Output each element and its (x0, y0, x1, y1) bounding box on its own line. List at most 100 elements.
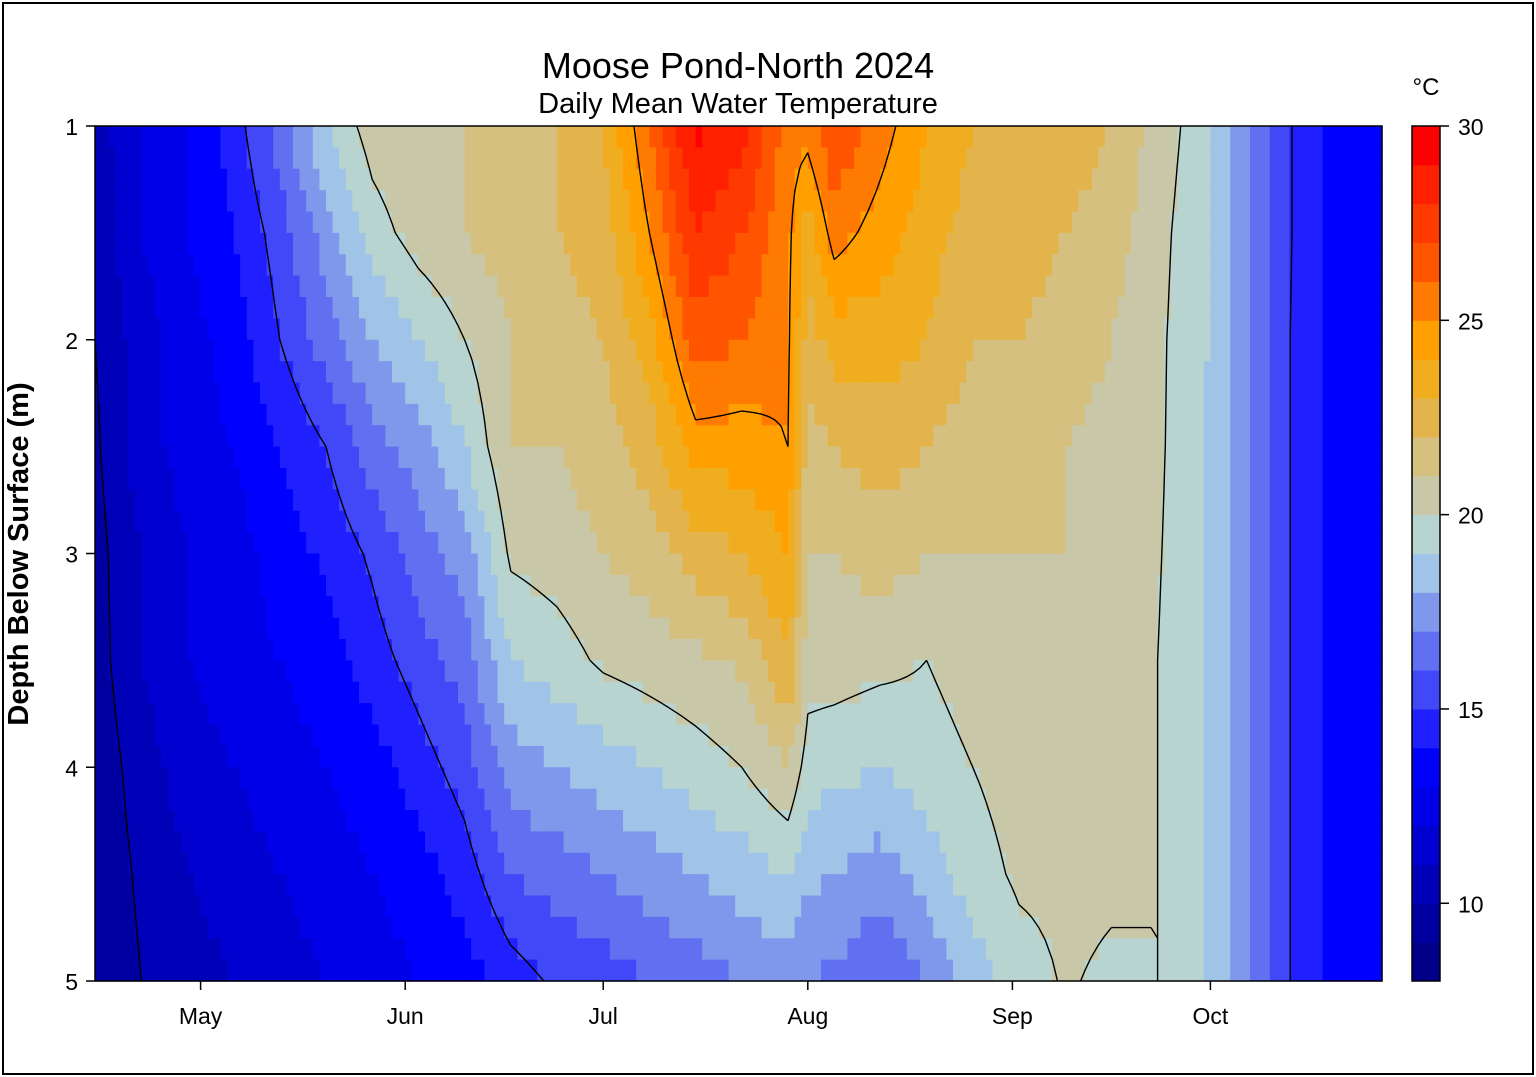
heat-cell (339, 275, 347, 298)
heat-cell (873, 660, 881, 683)
heat-cell (398, 168, 406, 191)
heat-cell (312, 724, 320, 747)
heat-cell (801, 895, 809, 918)
heat-cell (227, 617, 235, 640)
heat-cell (814, 745, 822, 768)
heat-cell (887, 382, 895, 405)
heat-cell (616, 510, 624, 533)
heat-cell (213, 297, 221, 319)
heat-cell (266, 468, 274, 490)
heat-cell (590, 211, 598, 234)
heat-cell (906, 425, 914, 448)
heat-cell (794, 660, 802, 683)
heat-cell (385, 959, 393, 982)
heat-cell (359, 938, 367, 961)
heat-cell (128, 446, 136, 469)
heat-cell (893, 617, 901, 640)
heat-cell (675, 297, 683, 319)
heat-cell (101, 639, 109, 661)
heat-cell (286, 510, 294, 533)
heat-cell (728, 403, 736, 426)
heat-cell (550, 681, 558, 704)
heat-cell (748, 681, 756, 704)
heat-cell (286, 190, 294, 213)
heat-cell (867, 617, 875, 640)
heat-cell (675, 510, 683, 533)
heat-cell (821, 168, 829, 191)
heat-cell (761, 297, 769, 319)
heat-cell (405, 232, 413, 255)
heat-cell (557, 190, 565, 213)
heat-cell (794, 639, 802, 661)
heat-cell (616, 681, 624, 704)
heat-cell (590, 639, 598, 661)
heat-cell (405, 489, 413, 512)
heat-cell (774, 190, 782, 213)
heat-cell (491, 553, 499, 576)
heat-cell (359, 339, 367, 362)
heat-cell (609, 660, 617, 683)
heat-cell (398, 190, 406, 213)
heat-cell (755, 147, 763, 170)
heat-cell (207, 446, 215, 469)
heat-cell (913, 703, 921, 726)
heat-cell (444, 254, 452, 277)
heat-cell (583, 318, 591, 341)
heat-cell (689, 639, 697, 661)
heat-cell (497, 468, 505, 490)
heat-cell (425, 788, 433, 811)
heat-cell (880, 532, 888, 555)
heat-cell (913, 767, 921, 790)
heat-cell (161, 489, 169, 512)
heat-cell (253, 788, 261, 811)
heat-cell (755, 489, 763, 512)
heat-cell (576, 724, 584, 747)
heat-cell (174, 254, 182, 277)
heat-cell (616, 724, 624, 747)
heat-cell (913, 275, 921, 298)
heat-cell (794, 810, 802, 832)
heat-cell (213, 831, 221, 854)
heat-cell (240, 403, 248, 426)
heat-cell (854, 318, 862, 341)
heat-cell (669, 639, 677, 661)
heat-cell (583, 938, 591, 961)
heat-cell (735, 724, 743, 747)
heat-cell (246, 831, 254, 854)
heat-cell (550, 232, 558, 255)
heat-cell (207, 489, 215, 512)
heat-cell (260, 596, 268, 619)
heat-cell (471, 275, 479, 298)
heat-cell (543, 553, 551, 576)
heat-cell (174, 147, 182, 170)
heat-cell (636, 745, 644, 768)
heat-cell (867, 382, 875, 405)
heat-cell (121, 724, 129, 747)
heat-cell (352, 489, 360, 512)
heat-cell (161, 681, 169, 704)
heat-cell (220, 660, 228, 683)
heat-cell (471, 489, 479, 512)
heat-cell (715, 874, 723, 897)
heat-cell (233, 767, 241, 790)
heat-cell (873, 510, 881, 533)
heat-cell (180, 468, 188, 490)
heat-cell (207, 361, 215, 384)
heat-cell (900, 724, 908, 747)
heat-cell (464, 574, 472, 597)
heat-cell (748, 617, 756, 640)
heat-cell (669, 211, 677, 234)
heat-cell (530, 468, 538, 490)
heat-cell (484, 297, 492, 319)
heat-cell (702, 532, 710, 555)
heat-cell (352, 810, 360, 832)
heat-cell (873, 617, 881, 640)
heat-cell (161, 532, 169, 555)
heat-cell (345, 788, 353, 811)
heat-cell (147, 553, 155, 576)
heat-cell (893, 190, 901, 213)
heat-cell (873, 147, 881, 170)
heat-cell (827, 297, 835, 319)
heat-cell (378, 254, 386, 277)
heat-cell (484, 532, 492, 555)
